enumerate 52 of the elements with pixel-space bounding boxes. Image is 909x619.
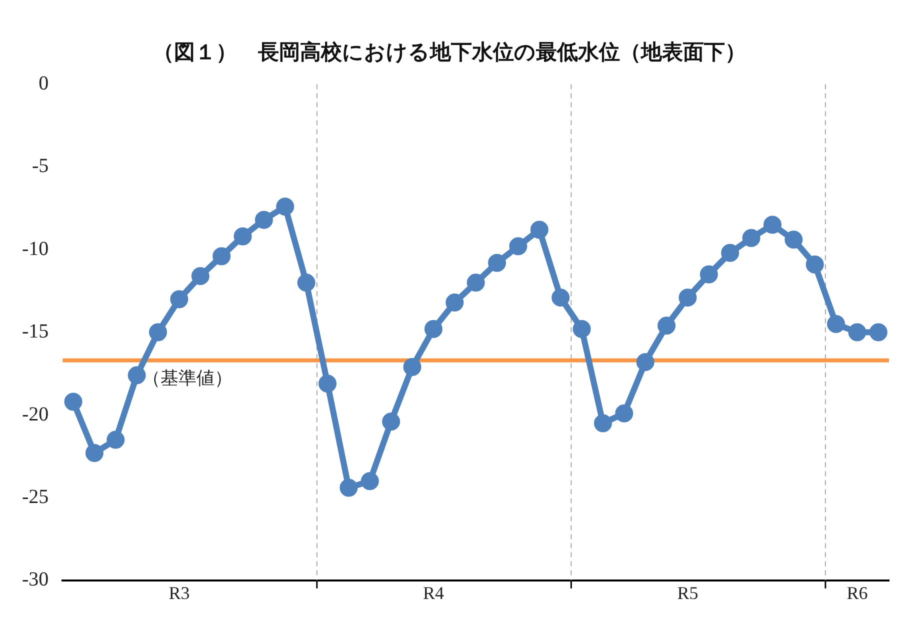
- point: [572, 320, 591, 338]
- y-tick-label: -10: [22, 238, 49, 260]
- point: [636, 353, 654, 372]
- point: [212, 247, 231, 266]
- point: [128, 366, 146, 384]
- point: [297, 274, 316, 292]
- x-tick-label: R6: [846, 582, 868, 603]
- point: [552, 288, 570, 307]
- point: [276, 198, 294, 216]
- point: [191, 267, 210, 286]
- ref-line-label: （基準値）: [142, 368, 233, 388]
- point: [784, 230, 803, 249]
- point: [382, 412, 400, 431]
- point: [403, 358, 422, 376]
- y-tick-label: 0: [38, 72, 49, 94]
- point: [721, 244, 740, 262]
- y-tick-label: -30: [22, 568, 49, 591]
- point: [64, 392, 82, 411]
- point: [763, 216, 782, 234]
- point: [848, 323, 866, 342]
- point: [869, 323, 888, 342]
- point: [149, 323, 168, 342]
- point: [678, 288, 697, 307]
- x-tick-label: R5: [677, 582, 698, 603]
- point: [318, 374, 337, 393]
- point: [446, 294, 464, 312]
- point: [827, 315, 846, 334]
- y-tick-label: -15: [22, 320, 49, 343]
- point: [509, 237, 528, 256]
- point: [700, 265, 718, 284]
- point: [424, 320, 442, 338]
- point: [254, 210, 273, 229]
- point: [340, 478, 358, 497]
- point: [360, 472, 379, 490]
- point: [658, 316, 676, 335]
- chart-title: （図１） 長岡高校における地下水位の最低水位（地表面下）: [153, 40, 746, 64]
- point: [488, 254, 506, 272]
- x-tick-label: R4: [422, 582, 444, 603]
- point: [594, 414, 612, 432]
- point: [806, 255, 824, 274]
- y-tick-label: -25: [22, 486, 49, 508]
- point: [85, 444, 104, 462]
- point: [106, 430, 125, 449]
- x-tick-label: R3: [168, 582, 190, 603]
- point: [170, 290, 188, 308]
- y-tick-label: -5: [32, 155, 49, 178]
- point: [615, 404, 634, 422]
- point: [234, 227, 252, 246]
- point: [466, 274, 485, 292]
- point: [530, 220, 548, 239]
- point: [742, 229, 760, 248]
- y-tick-label: -20: [22, 403, 49, 426]
